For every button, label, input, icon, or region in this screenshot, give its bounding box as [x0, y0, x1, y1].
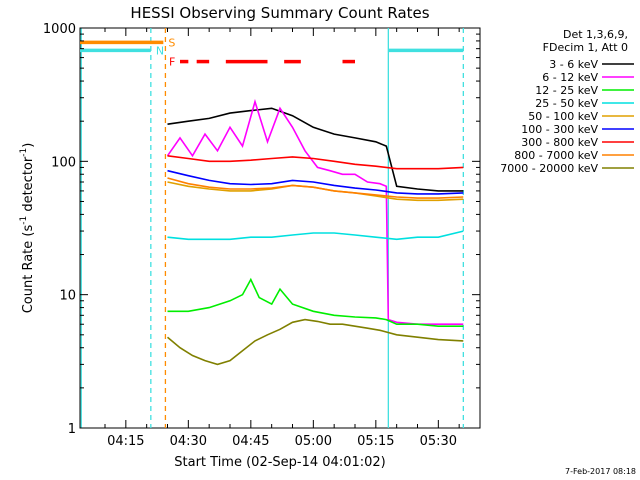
legend-label: 7000 - 20000 keV	[500, 162, 598, 175]
flag-F-label: F	[169, 56, 175, 69]
y-tick-label: 1	[68, 422, 76, 437]
vertical-markers	[80, 28, 464, 428]
x-axis-label: Start Time (02-Sep-14 04:01:02)	[174, 455, 385, 470]
plot-frame	[79, 27, 481, 429]
legend-label: 300 - 800 keV	[521, 136, 598, 149]
legend-label: 800 - 7000 keV	[514, 149, 598, 162]
x-tick-label: 04:30	[170, 434, 207, 449]
flag-N-label: N	[156, 44, 164, 57]
legend-label: 6 - 12 keV	[542, 71, 598, 84]
y-tick-label: 10	[59, 289, 76, 304]
x-tick-label: 05:00	[295, 434, 332, 449]
series-line-2	[166, 98, 464, 326]
data-series	[166, 98, 464, 366]
series-line-9	[166, 318, 464, 366]
series-line-7	[167, 155, 464, 170]
legend-label: 12 - 25 keV	[535, 84, 598, 97]
legend-label: 100 - 300 keV	[521, 123, 598, 136]
series-line-1	[167, 107, 464, 192]
legend-label: 50 - 100 keV	[528, 110, 598, 123]
legend-header-line-1: Det 1,3,6,9,	[563, 28, 628, 41]
series-line-8	[167, 177, 464, 199]
legend-label: 3 - 6 keV	[549, 58, 598, 71]
footer-date: 7-Feb-2017 08:18	[565, 467, 636, 476]
legend-header-line-2: FDecim 1, Att 0	[543, 41, 628, 54]
status-flags: SNF	[80, 36, 464, 69]
x-tick-label: 05:30	[420, 434, 457, 449]
x-tick-label: 04:45	[232, 434, 269, 449]
y-axis-ticks: 1 10 100 1000	[43, 22, 480, 437]
x-axis-ticks: 04:15 04:30 04:45 05:00 05:15 05:30	[104, 28, 460, 449]
flag-S-label: S	[168, 36, 175, 49]
y-axis-label: Count Rate (s-1 detector-1)	[19, 143, 36, 314]
y-tick-label: 100	[51, 155, 76, 170]
x-tick-label: 05:15	[357, 434, 394, 449]
chart-title: HESSI Observing Summary Count Rates	[130, 4, 429, 22]
x-tick-label: 04:15	[107, 434, 144, 449]
series-line-3	[167, 277, 464, 328]
series-line-4	[167, 230, 464, 241]
legend-label: 25 - 50 keV	[535, 97, 598, 110]
y-tick-label: 1000	[43, 22, 76, 37]
series-line-6	[167, 169, 464, 195]
